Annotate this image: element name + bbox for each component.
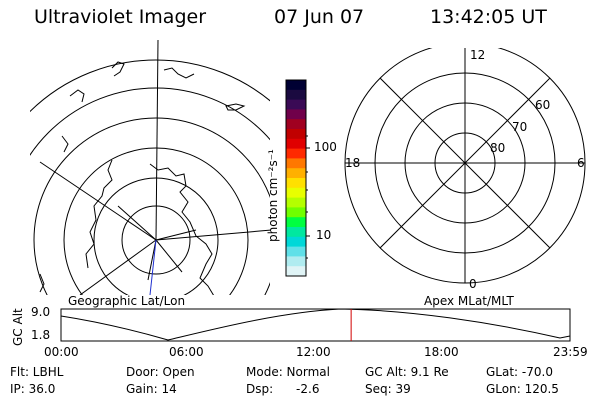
colorbar-cell: [286, 109, 306, 120]
colorbar-cell: [286, 236, 306, 248]
coastline: [69, 89, 85, 103]
coastline: [61, 135, 69, 153]
left-map-label: Geographic Lat/Lon: [68, 294, 186, 308]
xtick-0600: 06:00: [169, 345, 204, 359]
colorbar-cell: [286, 148, 306, 159]
colorbar-cell: [286, 99, 306, 110]
coastline: [111, 61, 125, 77]
gain-info: Gain: 14: [126, 382, 177, 396]
meridian-line: [155, 229, 270, 241]
filter-info: Flt: LBHL: [10, 365, 64, 379]
meridian-line: [117, 205, 157, 241]
colorbar-cell: [286, 207, 306, 218]
lat-circle: [30, 87, 270, 156]
glat-info: GLat: -70.0: [486, 365, 553, 379]
colorbar-cell: [286, 266, 306, 277]
colorbar-cell: [286, 138, 306, 150]
xtick-1800: 18:00: [424, 345, 459, 359]
altitude-ylabel: GC Alt: [11, 308, 25, 346]
date-label: 07 Jun 07: [274, 6, 365, 28]
coastline: [225, 103, 246, 111]
mlt-label-18: 18: [345, 156, 361, 170]
xtick-1200: 12:00: [296, 345, 331, 359]
mlt-line: [379, 77, 551, 249]
coastline: [163, 67, 195, 79]
mlat-label-60: 60: [535, 98, 551, 112]
mlt-label-12: 12: [470, 48, 486, 62]
ip-info: IP: 36.0: [10, 382, 56, 396]
colorbar-cell: [286, 246, 306, 257]
meridian-line: [155, 40, 159, 241]
geographic-map: [30, 40, 270, 295]
lat-circle: [30, 59, 270, 113]
meridian-line: [155, 239, 183, 273]
colorbar-unit-label: photon cm⁻²s⁻¹: [266, 149, 280, 242]
gc-alt-info: GC Alt: 9.1 Re: [365, 365, 449, 379]
colorbar-cell: [286, 178, 306, 189]
meridian-line: [147, 239, 157, 281]
colorbar-cell: [286, 256, 306, 267]
colorbar-cell: [286, 187, 306, 199]
colorbar-tick-100: 100: [314, 140, 337, 154]
colorbar-cell: [286, 168, 306, 179]
colorbar-cell: [286, 129, 306, 140]
mlat-label-70: 70: [512, 120, 528, 134]
altitude-plot: [60, 308, 571, 342]
coastline: [149, 163, 214, 295]
xtick-2359: 23:59: [553, 345, 588, 359]
time-label: 13:42:05 UT: [430, 6, 547, 28]
lat-circle: [63, 147, 249, 295]
altitude-ytick-high: 9.0: [31, 305, 51, 319]
magnetic-polar-plot: [344, 48, 586, 284]
colorbar-cell: [286, 80, 306, 91]
colorbar-cell: [286, 89, 306, 101]
colorbar-cell: [286, 227, 306, 238]
spin-axis-line: [149, 239, 157, 295]
lat-circle: [93, 177, 219, 295]
lat-circle: [33, 117, 270, 295]
xtick-0000: 00:00: [44, 345, 79, 359]
glon-info: GLon: 120.5: [486, 382, 559, 396]
colorbar-cell: [286, 197, 306, 208]
mlt-label-6: 6: [577, 156, 585, 170]
seq-info: Seq: 39: [365, 382, 411, 396]
colorbar: [285, 79, 310, 277]
right-map-label: Apex MLat/MLT: [424, 294, 514, 308]
coastline: [39, 273, 45, 293]
altitude-curve: [60, 308, 571, 341]
colorbar-cell: [286, 217, 306, 228]
mlat-label-80: 80: [490, 141, 506, 155]
mode-info: Mode: Normal: [246, 365, 330, 379]
mlt-label-0: 0: [469, 277, 477, 291]
altitude-ytick-low: 1.8: [31, 328, 51, 342]
colorbar-tick-10: 10: [316, 228, 332, 242]
meridian-line: [79, 239, 157, 295]
meridian-line: [155, 229, 197, 241]
dsp-info: Dsp: -2.6: [246, 382, 320, 396]
colorbar-cell: [286, 158, 306, 169]
coastline: [85, 159, 113, 269]
colorbar-cell: [286, 119, 306, 130]
door-info: Door: Open: [126, 365, 195, 379]
instrument-title: Ultraviolet Imager: [34, 6, 207, 28]
